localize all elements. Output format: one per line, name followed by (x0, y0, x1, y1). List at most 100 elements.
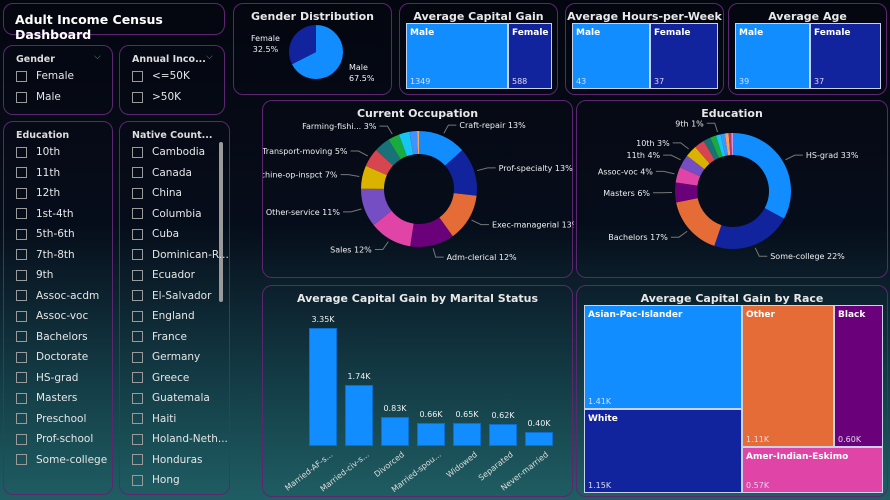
slice-masters[interactable] (675, 182, 698, 203)
treemap-tile-female[interactable]: Female 588 (508, 23, 552, 89)
treemap-tile-male[interactable]: Male 1349 (406, 23, 508, 89)
slice-transport-moving[interactable] (365, 150, 394, 176)
treemap-tile-black[interactable]: Black 0.60K (834, 305, 883, 447)
education-checkbox[interactable]: Assoc-voc (16, 310, 88, 322)
education-checkbox[interactable]: Assoc-acdm (16, 290, 99, 302)
slice-other[interactable] (710, 135, 723, 158)
bar[interactable] (417, 422, 445, 446)
education-checkbox[interactable]: Bachelors (16, 331, 88, 343)
country-checkbox[interactable]: Dominican-R... (132, 249, 229, 261)
slice-other[interactable] (724, 133, 731, 156)
treemap-tile-amer-indian[interactable]: Amer-Indian-Eskimo 0.57K (742, 447, 883, 493)
chevron-down-icon[interactable]: ⌵ (94, 52, 101, 62)
slice-bachelors[interactable] (676, 198, 722, 246)
slice-other[interactable] (695, 140, 715, 164)
education-checkbox[interactable]: Prof-school (16, 433, 93, 445)
treemap-tile-male[interactable]: Male 43 (572, 23, 650, 89)
country-checkbox[interactable]: Hong (132, 474, 180, 486)
slice-label: 9th 1% (675, 119, 704, 128)
bar[interactable] (381, 416, 409, 446)
checkbox-label: Assoc-voc (36, 310, 89, 322)
slice-machine-op-inspct[interactable] (361, 165, 387, 189)
country-checkbox[interactable]: Canada (132, 167, 192, 179)
slice-other-service[interactable] (361, 188, 392, 226)
checkbox-male[interactable]: Male (16, 91, 61, 103)
education-checkbox[interactable]: Some-college (16, 454, 107, 466)
slice-adm-clerical[interactable] (410, 217, 453, 247)
education-checkbox[interactable]: 9th (16, 269, 53, 281)
treemap-tile-other[interactable]: Other 1.11K (742, 305, 834, 447)
education-checkbox[interactable]: 1st-4th (16, 208, 74, 220)
checkbox-female[interactable]: Female (16, 70, 74, 82)
country-checkbox[interactable]: Guatemala (132, 392, 210, 404)
leader-line (477, 167, 496, 172)
slice-other[interactable] (409, 131, 418, 155)
treemap-tile-female[interactable]: Female 37 (810, 23, 881, 89)
checkbox-le50k[interactable]: <=50K (132, 70, 190, 82)
checkbox-label: Guatemala (152, 392, 210, 404)
education-checkbox[interactable]: HS-grad (16, 372, 78, 384)
slice-other[interactable] (376, 139, 401, 166)
country-checkbox[interactable]: El-Salvador (132, 290, 211, 302)
slice-other[interactable] (398, 131, 414, 157)
pie-slice-female[interactable] (289, 25, 316, 65)
country-checkbox[interactable]: Ecuador (132, 269, 195, 281)
education-checkbox[interactable]: Masters (16, 392, 77, 404)
education-checkbox[interactable]: 7th-8th (16, 249, 75, 261)
checkbox-gt50k[interactable]: >50K (132, 91, 181, 103)
education-checkbox[interactable]: Preschool (16, 413, 86, 425)
bar[interactable] (525, 431, 553, 446)
treemap-tile-male[interactable]: Male 39 (735, 23, 810, 89)
education-checkbox[interactable]: 12th (16, 187, 60, 199)
country-checkbox[interactable]: Germany (132, 351, 200, 363)
slice-sales[interactable] (373, 210, 414, 247)
country-checkbox[interactable]: Haiti (132, 413, 176, 425)
slice-exec-managerial[interactable] (439, 193, 477, 237)
pie-slice-male[interactable] (291, 25, 343, 79)
treemap-tile-asian[interactable]: Asian-Pac-Islander 1.41K (584, 305, 742, 409)
country-checkbox[interactable]: Cambodia (132, 146, 205, 158)
bar-value-label: 0.66K (419, 409, 443, 419)
chevron-down-icon[interactable]: ⌵ (206, 52, 213, 62)
bar[interactable] (489, 424, 517, 446)
slice-10th[interactable] (686, 146, 710, 170)
slice-11th[interactable] (680, 155, 705, 177)
country-checkbox[interactable]: Holand-Neth... (132, 433, 228, 445)
bar[interactable] (345, 384, 373, 446)
leader-line (379, 125, 393, 135)
slice-assoc-voc[interactable] (675, 167, 701, 186)
country-checkbox[interactable]: Greece (132, 372, 189, 384)
slice-label: 10th 3% (636, 139, 670, 148)
treemap-tile-female[interactable]: Female 37 (650, 23, 718, 89)
slice-farming-fishi...[interactable] (388, 134, 407, 160)
treemap-tile-white[interactable]: White 1.15K (584, 409, 742, 493)
bar[interactable] (453, 423, 481, 446)
education-checkbox[interactable]: 10th (16, 146, 60, 158)
slice-other[interactable] (703, 137, 719, 160)
slice-some-college[interactable] (714, 208, 785, 249)
scrollbar[interactable] (219, 142, 223, 302)
country-checkbox[interactable]: France (132, 331, 187, 343)
slice-other[interactable] (731, 133, 733, 156)
checkbox-label: Canada (152, 166, 192, 179)
education-checkbox[interactable]: 11th (16, 167, 60, 179)
country-checkbox[interactable]: Cuba (132, 228, 179, 240)
bar[interactable] (309, 328, 337, 446)
education-checkbox[interactable]: Doctorate (16, 351, 88, 363)
chart-title: Average Capital Gain by Marital Status (296, 292, 539, 305)
slice-9th[interactable] (716, 134, 726, 157)
slice-prof-specialty[interactable] (445, 150, 477, 196)
country-checkbox[interactable]: Columbia (132, 208, 202, 220)
country-checkbox[interactable]: Honduras (132, 454, 203, 466)
country-checkbox[interactable]: England (132, 310, 195, 322)
slice-other[interactable] (417, 131, 419, 155)
education-checkbox[interactable]: 5th-6th (16, 228, 75, 240)
checkbox-label: Ecuador (152, 269, 195, 281)
checkbox-label: El-Salvador (152, 289, 212, 302)
country-checkbox[interactable]: China (132, 187, 182, 199)
slice-craft-repair[interactable] (419, 131, 463, 166)
slice-other[interactable] (728, 133, 732, 156)
slice-hs-grad[interactable] (733, 133, 791, 219)
education-slicer: Education 10th 11th 12th 1st-4th 5th-6th 7th-… (3, 121, 113, 495)
slice-other[interactable] (720, 133, 729, 156)
